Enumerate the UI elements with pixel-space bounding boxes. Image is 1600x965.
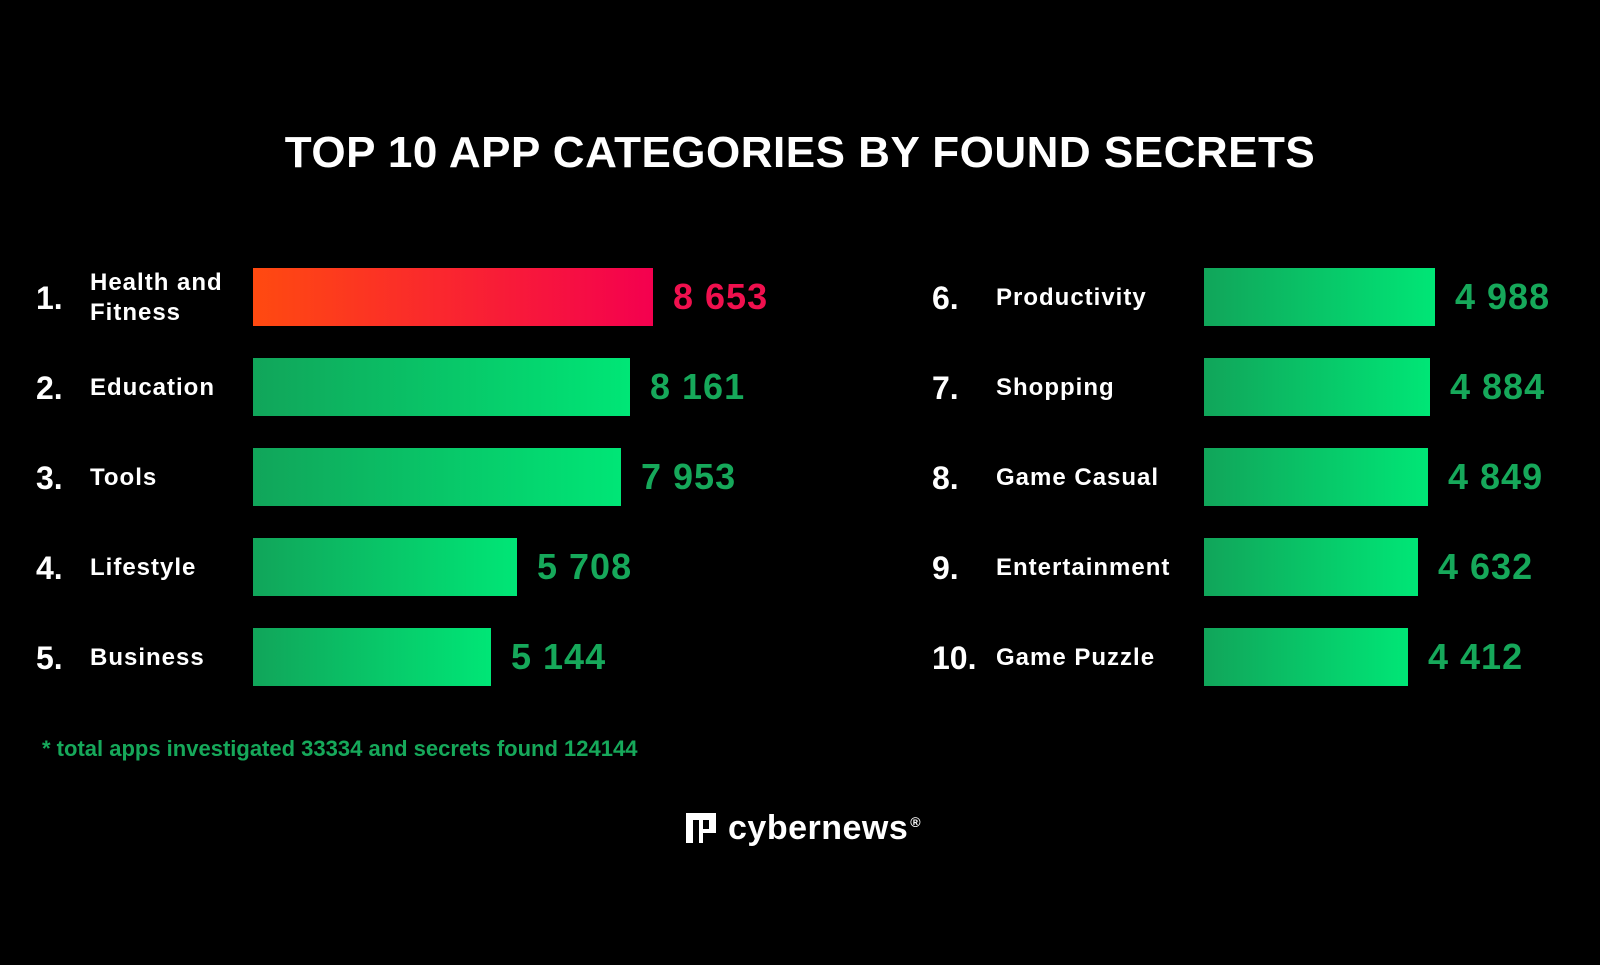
value-label: 4 884 bbox=[1450, 366, 1546, 407]
brand-name: cybernews bbox=[728, 808, 909, 847]
bar-row: 8. Game Casual 4 849 bbox=[932, 448, 1572, 508]
bar bbox=[1204, 448, 1428, 506]
value-label: 5 708 bbox=[537, 546, 633, 587]
bar bbox=[1204, 628, 1408, 686]
category-label: Business bbox=[90, 644, 205, 671]
rank-number: 1. bbox=[36, 280, 63, 316]
category-label: Shopping bbox=[996, 374, 1115, 401]
brand-logo: cybernews ® bbox=[686, 808, 921, 848]
category-label: Game Puzzle bbox=[996, 644, 1156, 671]
cybernews-logo-icon bbox=[686, 813, 716, 843]
rank-number: 9. bbox=[932, 550, 959, 586]
rank-number: 6. bbox=[932, 280, 959, 316]
value-label: 7 953 bbox=[641, 456, 737, 497]
value-label: 4 412 bbox=[1428, 636, 1524, 677]
rank-number: 7. bbox=[932, 370, 959, 406]
bar bbox=[253, 538, 517, 596]
bar bbox=[253, 448, 621, 506]
chart-title: TOP 10 APP CATEGORIES BY FOUND SECRETS bbox=[284, 128, 1316, 177]
rank-number: 2. bbox=[36, 370, 63, 406]
bar-row: 6. Productivity 4 988 bbox=[932, 268, 1572, 328]
rank-number: 8. bbox=[932, 460, 959, 496]
rank-number: 3. bbox=[36, 460, 63, 496]
bar-row: 1. Health and Fitness 8 653 bbox=[36, 268, 767, 328]
bar bbox=[253, 358, 630, 416]
category-label: Productivity bbox=[996, 284, 1147, 311]
value-label: 4 849 bbox=[1448, 456, 1544, 497]
bar-row: 10. Game Puzzle 4 412 bbox=[932, 628, 1572, 688]
bar-row: 4. Lifestyle 5 708 bbox=[36, 538, 676, 598]
category-label: Health and Fitness bbox=[90, 269, 223, 326]
rank-number: 4. bbox=[36, 550, 63, 586]
value-label: 8 161 bbox=[650, 366, 746, 407]
bar bbox=[253, 268, 653, 326]
footnote: * total apps investigated 33334 and secr… bbox=[42, 736, 638, 761]
brand-registered-mark: ® bbox=[910, 814, 921, 830]
bar bbox=[1204, 538, 1418, 596]
value-label: 5 144 bbox=[511, 636, 607, 677]
rank-number: 10. bbox=[932, 640, 977, 676]
value-label: 8 653 bbox=[673, 276, 769, 317]
bar bbox=[1204, 268, 1435, 326]
bar bbox=[253, 628, 491, 686]
category-label: Entertainment bbox=[996, 554, 1171, 581]
rank-number: 5. bbox=[36, 640, 63, 676]
category-label: Lifestyle bbox=[90, 554, 197, 581]
bar-row: 5. Business 5 144 bbox=[36, 628, 676, 688]
value-label: 4 988 bbox=[1455, 276, 1551, 317]
bar-row: 3. Tools 7 953 bbox=[36, 448, 735, 508]
bar-row: 7. Shopping 4 884 bbox=[932, 358, 1572, 418]
bar-row: 2. Education 8 161 bbox=[36, 358, 744, 418]
bar bbox=[1204, 358, 1430, 416]
bar-row: 9. Entertainment 4 632 bbox=[932, 538, 1572, 598]
category-label: Education bbox=[90, 374, 216, 401]
category-label: Game Casual bbox=[996, 464, 1160, 491]
value-label: 4 632 bbox=[1438, 546, 1534, 587]
category-label: Tools bbox=[90, 464, 158, 491]
